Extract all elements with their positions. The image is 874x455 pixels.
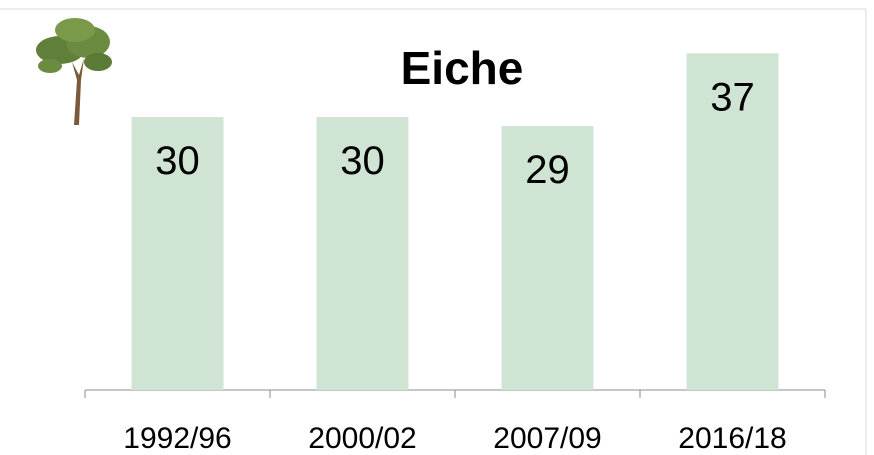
data-label: 29	[525, 148, 570, 192]
x-tick-label: 2016/18	[678, 422, 786, 455]
data-label: 30	[340, 139, 385, 183]
x-axis-ticks	[84, 390, 826, 398]
x-tick-label: 1992/96	[123, 422, 231, 455]
bar	[131, 117, 224, 390]
x-tick-label: 2007/09	[493, 422, 601, 455]
bar	[316, 117, 409, 390]
data-label: 37	[710, 75, 755, 119]
data-label: 30	[155, 139, 200, 183]
tree-icon	[36, 18, 112, 125]
bar	[501, 126, 594, 390]
x-tick-label: 2000/02	[308, 422, 416, 455]
bar	[686, 53, 779, 391]
chart-title: Eiche	[401, 42, 524, 94]
